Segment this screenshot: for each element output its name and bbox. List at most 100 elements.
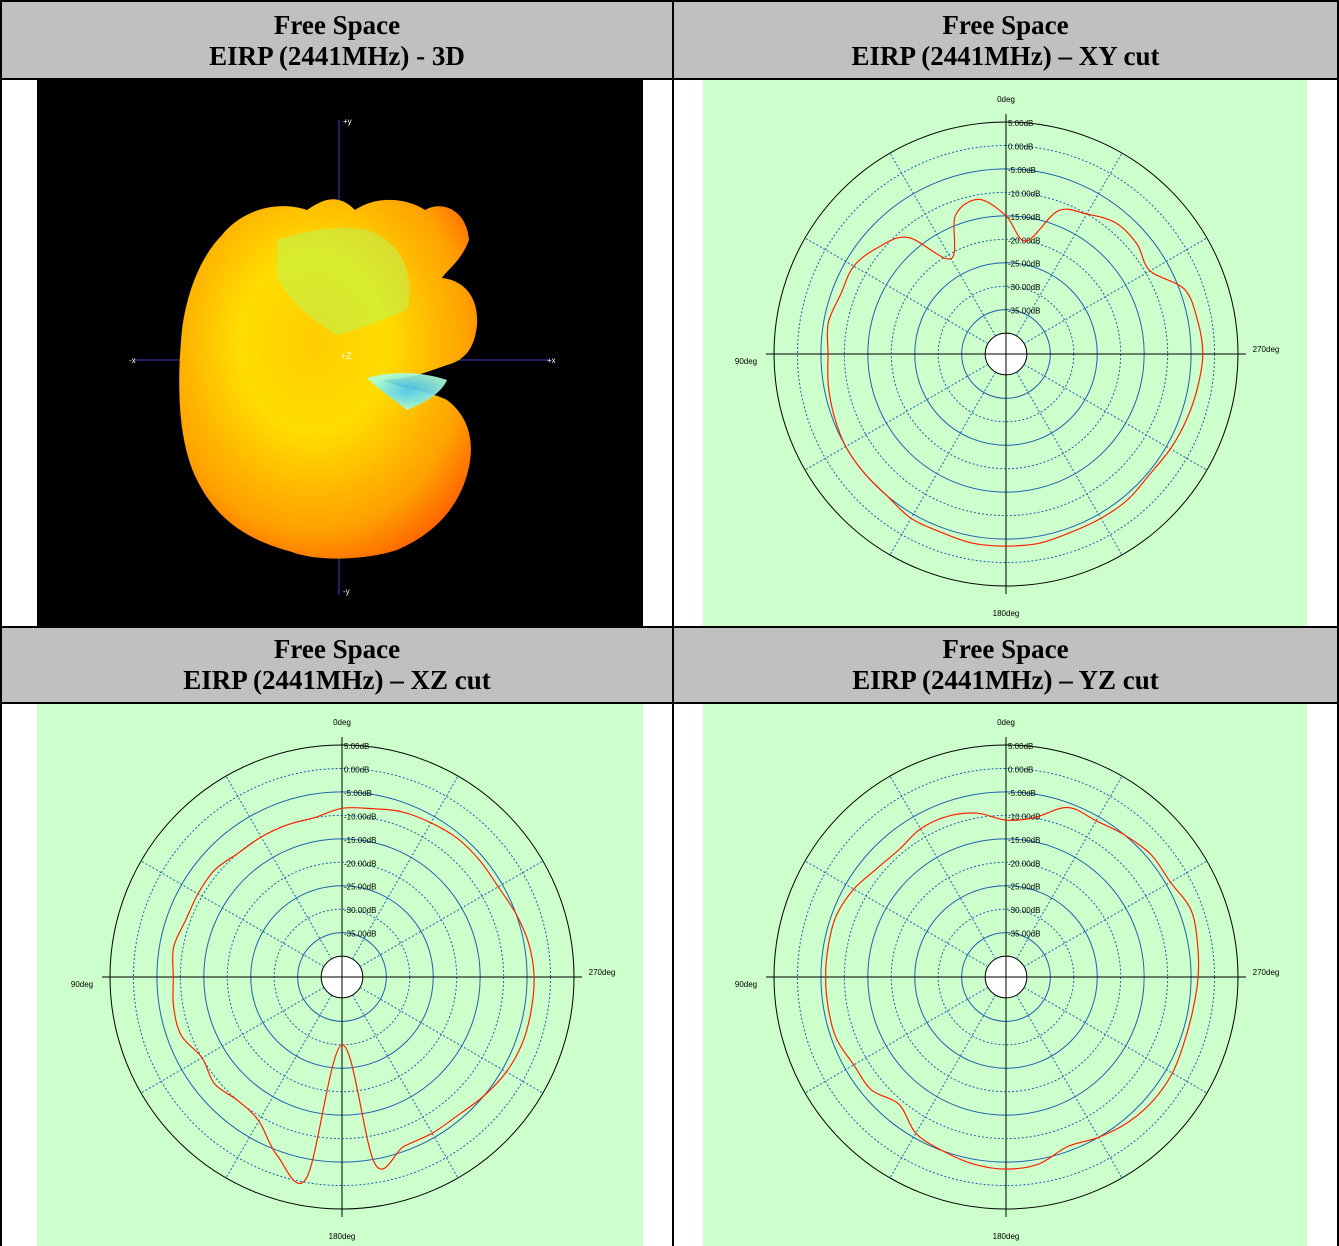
panel-title-line2: EIRP (2441MHz) – XY cut bbox=[851, 41, 1160, 71]
radiation-pattern-3d-shape bbox=[179, 199, 478, 559]
polar-radial-label: 5.00dB bbox=[1008, 119, 1033, 128]
polar-radial-label: -15.00dB bbox=[1008, 836, 1040, 845]
polar-spoke bbox=[352, 994, 459, 1179]
panel-header-xy: Free Space EIRP (2441MHz) – XY cut bbox=[674, 2, 1337, 78]
axis-label-pos-x: +x bbox=[547, 356, 556, 365]
table-border-left bbox=[0, 0, 2, 1246]
polar-radial-label: -35.00dB bbox=[344, 930, 376, 939]
polar-radial-label: 0.00dB bbox=[1008, 765, 1033, 774]
polar-spoke bbox=[1023, 987, 1208, 1094]
polar-angle-label: 0deg bbox=[997, 95, 1015, 104]
polar-spoke bbox=[1016, 994, 1123, 1179]
polar-spoke bbox=[1023, 237, 1208, 344]
polar-spoke bbox=[359, 987, 544, 1094]
polar-radial-label: 0.00dB bbox=[344, 765, 369, 774]
polar-spoke bbox=[140, 987, 325, 1094]
polar-radial-label: -35.00dB bbox=[1008, 930, 1040, 939]
polar-spoke bbox=[1016, 775, 1123, 960]
table-border-row2 bbox=[0, 702, 1339, 704]
eirp-3d-view: +y -y +x -x +Z bbox=[37, 80, 643, 626]
polar-chart-yz: 5.00dB 0.00dB -5.00dB -10.00dB -15.00dB -20.0… bbox=[735, 718, 1280, 1241]
polar-angle-label: 90deg bbox=[735, 980, 757, 989]
polar-radial-label: 0.00dB bbox=[1008, 142, 1033, 151]
panel-title-line2: EIRP (2441MHz) – YZ cut bbox=[852, 665, 1159, 695]
polar-angle-label: 90deg bbox=[71, 980, 93, 989]
polar-radial-label: -10.00dB bbox=[1008, 189, 1040, 198]
polar-radial-label: -25.00dB bbox=[1008, 883, 1040, 892]
panel-header-xz: Free Space EIRP (2441MHz) – XZ cut bbox=[2, 628, 672, 702]
polar-radial-label: -30.00dB bbox=[1008, 283, 1040, 292]
polar-pattern-curve bbox=[826, 198, 1204, 547]
polar-radial-label: -25.00dB bbox=[344, 883, 376, 892]
polar-spoke bbox=[889, 775, 996, 960]
green-lobe-region bbox=[277, 228, 410, 335]
table-border-right bbox=[1337, 0, 1339, 1246]
panel-title-line1: Free Space bbox=[942, 10, 1069, 40]
polar-spoke bbox=[889, 371, 996, 556]
polar-spoke bbox=[1023, 364, 1208, 471]
polar-radial-label: -5.00dB bbox=[1008, 789, 1036, 798]
polar-chart-xy: 5.00dB0.00dB-5.00dB-10.00dB-15.00dB-20.0… bbox=[735, 95, 1280, 618]
panel-title-line2: EIRP (2441MHz) - 3D bbox=[209, 41, 465, 71]
polar-radial-label: -30.00dB bbox=[344, 906, 376, 915]
panel-title-line1: Free Space bbox=[942, 634, 1069, 664]
polar-spoke bbox=[225, 775, 332, 960]
panel-title-line1: Free Space bbox=[273, 10, 401, 40]
polar-radial-label: -25.00dB bbox=[1008, 260, 1040, 269]
polar-plot-xy: 5.00dB 0.00dB -5.00dB -10.00dB -15.00dB -20.0… bbox=[703, 80, 1307, 626]
polar-radial-label: 5.00dB bbox=[1008, 742, 1033, 751]
polar-angle-label: 270deg bbox=[589, 968, 616, 977]
polar-spoke bbox=[804, 860, 989, 967]
polar-radial-label: -5.00dB bbox=[344, 789, 372, 798]
polar-pattern-curve bbox=[171, 806, 535, 1185]
table-border-center bbox=[672, 0, 674, 1246]
polar-angle-label: 90deg bbox=[735, 357, 757, 366]
axis-label-neg-y: -y bbox=[343, 587, 350, 596]
polar-radial-label: -10.00dB bbox=[344, 812, 376, 821]
polar-spoke bbox=[359, 860, 544, 967]
axis-label-neg-x: -x bbox=[129, 356, 136, 365]
polar-angle-label: 0deg bbox=[333, 718, 351, 727]
polar-angle-label: 270deg bbox=[1253, 345, 1280, 354]
polar-angle-label: 270deg bbox=[1253, 968, 1280, 977]
polar-plot-xz: 5.00dB 0.00dB -5.00dB -10.00dB -15.00dB -20.0… bbox=[37, 704, 643, 1246]
axis-label-pos-y: +y bbox=[343, 117, 352, 126]
polar-radial-label: -30.00dB bbox=[1008, 906, 1040, 915]
polar-spoke bbox=[804, 987, 989, 1094]
polar-spoke bbox=[140, 860, 325, 967]
null-region bbox=[367, 373, 447, 410]
polar-spoke bbox=[352, 775, 459, 960]
polar-radial-label: -5.00dB bbox=[1008, 166, 1036, 175]
panel-title-line2: EIRP (2441MHz) – XZ cut bbox=[183, 665, 491, 695]
polar-pattern-curve bbox=[824, 806, 1200, 1170]
polar-spoke bbox=[225, 994, 332, 1179]
axis-label-pos-z: +Z bbox=[341, 351, 352, 361]
eirp-3d-graphic: +y -y +x -x +Z bbox=[129, 117, 556, 596]
polar-spoke bbox=[889, 152, 996, 337]
polar-radial-label: -15.00dB bbox=[1008, 213, 1040, 222]
polar-spoke bbox=[804, 237, 989, 344]
polar-spoke bbox=[1023, 860, 1208, 967]
panel-header-3d: Free Space EIRP (2441MHz) - 3D bbox=[2, 2, 672, 78]
polar-spoke bbox=[1016, 152, 1123, 337]
polar-radial-label: 5.00dB bbox=[344, 742, 369, 751]
polar-spoke bbox=[889, 994, 996, 1179]
polar-angle-label: 180deg bbox=[993, 609, 1020, 618]
polar-spoke bbox=[1016, 371, 1123, 556]
polar-spoke bbox=[804, 364, 989, 471]
polar-radial-label: -20.00dB bbox=[1008, 859, 1040, 868]
table-border-mid bbox=[0, 626, 1339, 628]
polar-angle-label: 180deg bbox=[993, 1232, 1020, 1241]
polar-angle-label: 0deg bbox=[997, 718, 1015, 727]
panel-title-line1: Free Space bbox=[273, 634, 401, 664]
polar-chart-xz: 5.00dB 0.00dB -5.00dB -10.00dB -15.00dB -20.0… bbox=[71, 718, 616, 1241]
polar-angle-label: 180deg bbox=[329, 1232, 356, 1241]
polar-radial-label: -35.00dB bbox=[1008, 307, 1040, 316]
polar-radial-label: -15.00dB bbox=[344, 836, 376, 845]
panel-header-yz: Free Space EIRP (2441MHz) – YZ cut bbox=[674, 628, 1337, 702]
polar-radial-label: -10.00dB bbox=[1008, 812, 1040, 821]
table-border-row1 bbox=[0, 78, 1339, 80]
polar-radial-label: -20.00dB bbox=[344, 859, 376, 868]
polar-plot-yz: 5.00dB 0.00dB -5.00dB -10.00dB -15.00dB -20.0… bbox=[703, 704, 1307, 1246]
